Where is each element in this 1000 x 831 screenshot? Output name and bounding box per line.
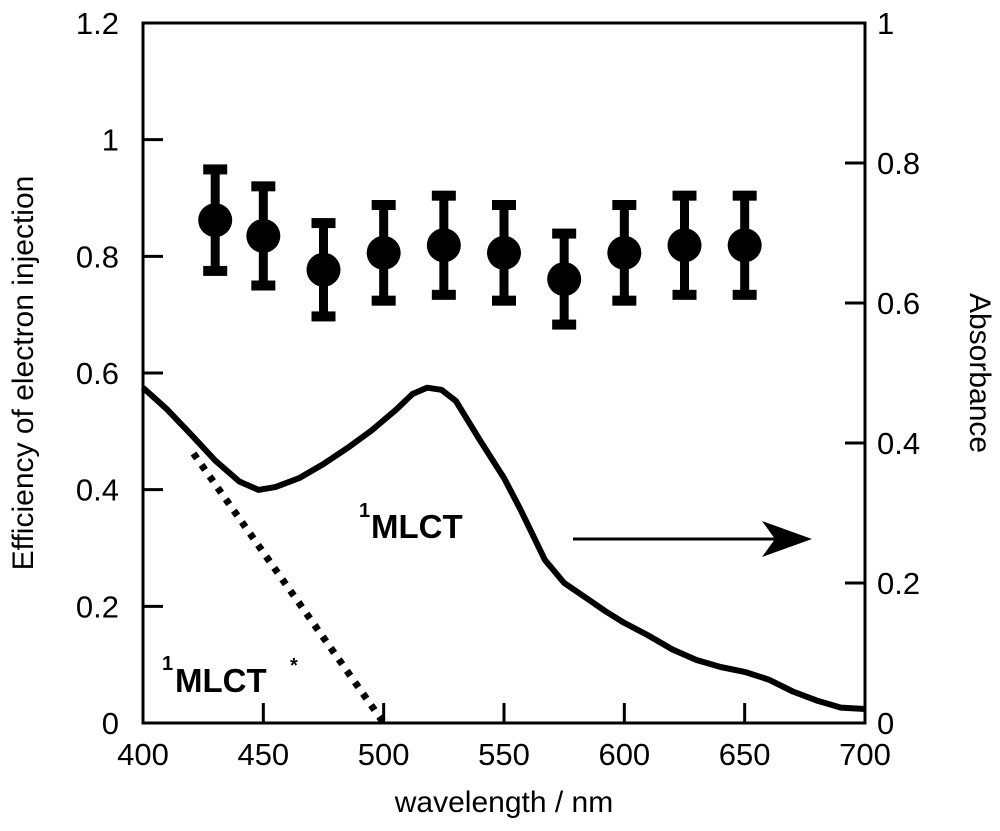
data-marker bbox=[426, 228, 461, 263]
error-bar-cap-top bbox=[552, 228, 577, 239]
error-bar-cap-bottom bbox=[311, 311, 336, 322]
efficiency-point bbox=[607, 200, 642, 306]
error-bar-cap-top bbox=[203, 164, 228, 175]
x-tick-label: 400 bbox=[117, 737, 169, 772]
arrow-head-icon bbox=[762, 521, 812, 557]
x-tick-label: 650 bbox=[719, 737, 771, 772]
error-bar-cap-top bbox=[371, 200, 396, 210]
data-marker bbox=[246, 218, 281, 253]
error-bar-cap-top bbox=[492, 200, 516, 210]
error-bar-cap-bottom bbox=[732, 289, 757, 300]
error-bar-cap-bottom bbox=[251, 280, 276, 291]
annotation-mlct-label: MLCT bbox=[371, 508, 463, 545]
annotation-mlct-star-label: MLCT bbox=[175, 662, 267, 699]
error-bar-cap-bottom bbox=[492, 295, 516, 306]
y-left-tick-label: 0 bbox=[102, 706, 119, 741]
plot-frame bbox=[141, 21, 867, 725]
error-bar-cap-bottom bbox=[672, 289, 697, 300]
efficiency-point bbox=[366, 200, 401, 306]
error-bar-cap-bottom bbox=[612, 295, 637, 306]
y-right-tick-label: 0.8 bbox=[877, 146, 920, 181]
efficiency-point bbox=[306, 218, 341, 322]
y-left-tick-label: 1 bbox=[102, 123, 119, 158]
y-left-tick-label: 0.2 bbox=[76, 589, 119, 624]
x-tick-label: 450 bbox=[237, 737, 289, 772]
axes: 400 450 500 550 600 650 70000.20.40.60.811.200… bbox=[76, 6, 920, 772]
data-marker bbox=[667, 228, 702, 263]
y-left-tick-label: 1.2 bbox=[76, 6, 119, 41]
y-right-tick-label: 0 bbox=[877, 706, 894, 741]
error-bar-cap-bottom bbox=[552, 319, 577, 330]
chart-marks bbox=[140, 164, 866, 726]
efficiency-point bbox=[727, 190, 762, 300]
error-bar-cap-top bbox=[311, 218, 336, 229]
x-tick-label: 600 bbox=[598, 737, 650, 772]
error-bar-cap-top bbox=[732, 190, 757, 201]
y-left-tick-label: 0.6 bbox=[76, 356, 119, 391]
error-bar-cap-top bbox=[612, 200, 637, 210]
right-axis-arrow bbox=[573, 521, 812, 557]
annotation-mlct-star-asterisk: * bbox=[290, 655, 298, 677]
y-right-tick-label: 0.2 bbox=[877, 566, 920, 601]
absorbance-line bbox=[140, 384, 866, 712]
y-right-tick-label: 0.6 bbox=[877, 286, 920, 321]
error-bar-cap-top bbox=[431, 190, 456, 201]
x-axis-title: wavelength / nm bbox=[394, 786, 613, 819]
y-axis-left-title: Efficiency of electron injection bbox=[7, 176, 40, 571]
data-marker bbox=[366, 235, 401, 270]
x-tick-label: 700 bbox=[839, 737, 891, 772]
efficiency-point bbox=[667, 190, 702, 300]
data-marker bbox=[547, 262, 582, 297]
efficiency-point bbox=[246, 181, 281, 291]
annotation-mlct-star: 1 MLCT * bbox=[162, 653, 298, 699]
data-marker bbox=[487, 235, 521, 270]
x-tick-label: 550 bbox=[478, 737, 530, 772]
y-right-tick-label: 0.4 bbox=[877, 426, 920, 461]
x-tick-label: 500 bbox=[358, 737, 410, 772]
efficiency-point bbox=[547, 228, 582, 330]
data-marker bbox=[198, 203, 233, 238]
data-marker bbox=[727, 228, 762, 263]
annotation-mlct: 1 MLCT bbox=[359, 500, 463, 545]
efficiency-point bbox=[426, 190, 461, 300]
error-bar-cap-bottom bbox=[371, 295, 396, 306]
error-bar-cap-top bbox=[672, 190, 697, 201]
y-left-tick-label: 0.8 bbox=[76, 239, 119, 274]
y-left-tick-label: 0.4 bbox=[76, 473, 119, 508]
efficiency-point bbox=[487, 200, 521, 306]
error-bar-cap-top bbox=[251, 181, 276, 192]
data-marker bbox=[306, 252, 341, 287]
efficiency-point bbox=[198, 164, 233, 276]
annotation-mlct-superscript: 1 bbox=[359, 500, 370, 522]
y-right-tick-label: 1 bbox=[877, 6, 894, 41]
error-bar-cap-bottom bbox=[203, 265, 228, 276]
error-bar-cap-bottom bbox=[431, 289, 456, 300]
y-axis-right-title: Absorbance bbox=[963, 293, 996, 453]
annotation-mlct-star-superscript: 1 bbox=[162, 653, 173, 675]
data-marker bbox=[607, 235, 642, 270]
